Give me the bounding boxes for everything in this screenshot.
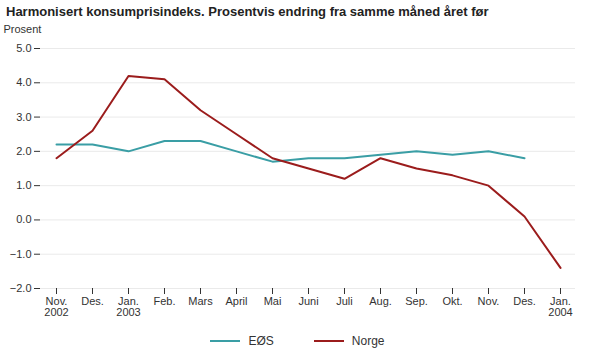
svg-text:Des.: Des. xyxy=(81,295,104,307)
svg-text:Mai: Mai xyxy=(264,295,282,307)
svg-text:Feb.: Feb. xyxy=(153,295,175,307)
svg-text:Jan.2004: Jan.2004 xyxy=(548,295,572,318)
svg-text:3.0: 3.0 xyxy=(16,111,31,123)
svg-text:Des.: Des. xyxy=(513,295,536,307)
svg-text:Nov.2002: Nov.2002 xyxy=(44,295,68,318)
svg-text:Prosent: Prosent xyxy=(4,23,42,35)
html-text:EØS: EØS xyxy=(248,334,274,348)
svg-text:4.0: 4.0 xyxy=(16,76,31,88)
html-text:Harmonisert konsumprisindeks.: Harmonisert konsumprisindeks. Prosentvis… xyxy=(6,4,489,19)
svg-text:Jan.2003: Jan.2003 xyxy=(116,295,140,318)
svg-text:Mars: Mars xyxy=(188,295,213,307)
svg-text:−2.0: −2.0 xyxy=(10,282,32,294)
svg-text:Okt.: Okt. xyxy=(442,295,462,307)
svg-text:April: April xyxy=(225,295,247,307)
svg-text:Juli: Juli xyxy=(336,295,353,307)
svg-text:0.0: 0.0 xyxy=(16,213,31,225)
svg-text:1.0: 1.0 xyxy=(16,179,31,191)
svg-text:5.0: 5.0 xyxy=(16,42,31,54)
svg-text:−1.0: −1.0 xyxy=(10,248,32,260)
svg-text:Sep.: Sep. xyxy=(405,295,428,307)
svg-text:Juni: Juni xyxy=(298,295,318,307)
svg-text:Aug.: Aug. xyxy=(369,295,392,307)
svg-text:Nov.: Nov. xyxy=(478,295,500,307)
svg-text:2.0: 2.0 xyxy=(16,145,31,157)
html-text:Norge: Norge xyxy=(351,334,385,348)
